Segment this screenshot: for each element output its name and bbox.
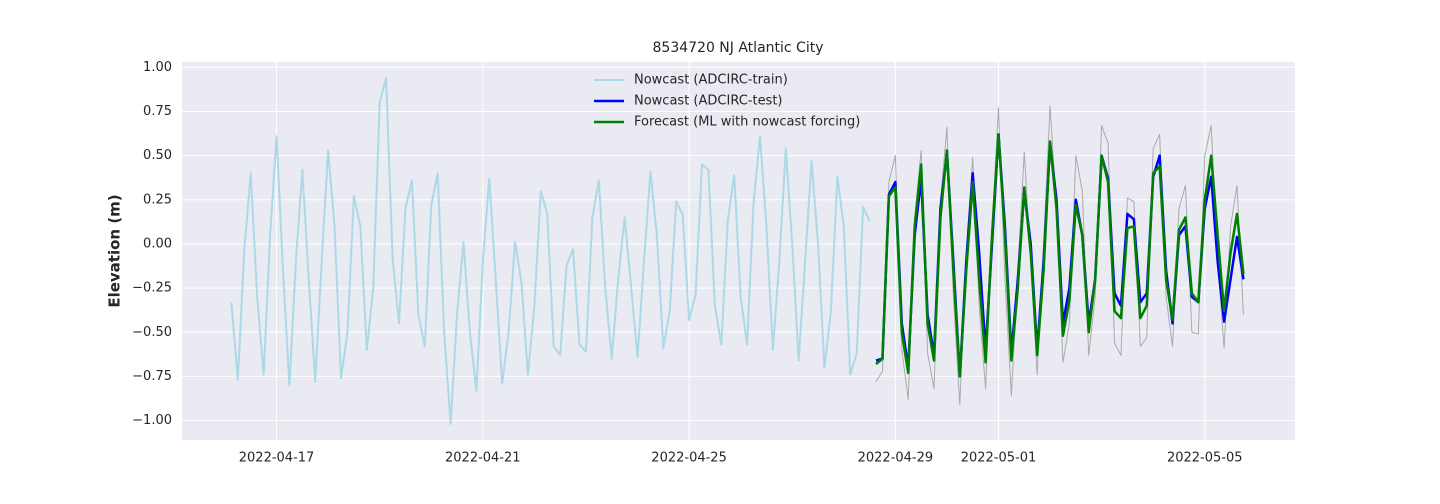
y-tick-label: 0.00 <box>143 236 172 251</box>
y-tick-label: −0.25 <box>132 281 172 296</box>
x-tick-label: 2022-05-05 <box>1167 451 1243 466</box>
y-tick-label: −0.50 <box>132 325 172 340</box>
x-tick-label: 2022-05-01 <box>961 451 1037 466</box>
x-tick-label: 2022-04-29 <box>858 451 934 466</box>
y-tick-label: 0.25 <box>143 192 172 207</box>
legend-label: Nowcast (ADCIRC-test) <box>634 94 783 109</box>
chart-title: 8534720 NJ Atlantic City <box>653 40 824 56</box>
y-tick-label: 0.50 <box>143 148 172 163</box>
y-axis-label: Elevation (m) <box>106 194 124 307</box>
legend-label: Nowcast (ADCIRC-train) <box>634 73 788 88</box>
x-tick-label: 2022-04-21 <box>445 451 521 466</box>
data-line <box>230 76 871 426</box>
y-tick-label: 0.75 <box>143 104 172 119</box>
y-tick-label: −0.75 <box>132 369 172 384</box>
y-tick-label: 1.00 <box>143 60 172 75</box>
y-tick-label: −1.00 <box>132 413 172 428</box>
legend-label: Forecast (ML with nowcast forcing) <box>634 115 860 130</box>
data-line <box>875 133 1245 378</box>
x-tick-label: 2022-04-25 <box>651 451 727 466</box>
x-tick-label: 2022-04-17 <box>239 451 315 466</box>
